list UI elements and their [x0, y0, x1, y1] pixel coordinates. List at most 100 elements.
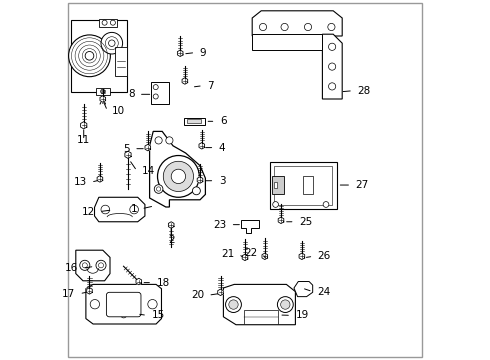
Polygon shape	[87, 288, 92, 294]
Circle shape	[153, 85, 158, 90]
Polygon shape	[125, 151, 131, 158]
Circle shape	[281, 23, 288, 31]
Text: 5: 5	[123, 144, 130, 154]
Circle shape	[193, 187, 200, 195]
Circle shape	[304, 23, 312, 31]
Circle shape	[96, 260, 106, 270]
Circle shape	[328, 83, 336, 90]
Polygon shape	[95, 197, 145, 222]
Polygon shape	[322, 34, 342, 99]
Circle shape	[85, 51, 94, 60]
Polygon shape	[182, 78, 188, 84]
FancyBboxPatch shape	[245, 310, 278, 324]
Circle shape	[130, 205, 139, 214]
Text: 3: 3	[219, 176, 225, 186]
Polygon shape	[97, 176, 103, 182]
Polygon shape	[278, 217, 284, 224]
Text: 12: 12	[82, 207, 95, 217]
FancyBboxPatch shape	[187, 119, 201, 123]
Circle shape	[157, 156, 199, 197]
Text: 13: 13	[74, 177, 87, 187]
Circle shape	[148, 300, 157, 309]
Circle shape	[225, 297, 242, 312]
Polygon shape	[169, 222, 174, 228]
Circle shape	[110, 20, 116, 25]
Text: 20: 20	[191, 290, 204, 300]
Circle shape	[154, 185, 163, 193]
Circle shape	[153, 94, 158, 99]
Circle shape	[281, 300, 290, 309]
FancyBboxPatch shape	[272, 176, 284, 194]
Text: 7: 7	[207, 81, 214, 91]
FancyBboxPatch shape	[184, 118, 205, 125]
Text: 10: 10	[112, 106, 125, 116]
Circle shape	[166, 137, 173, 144]
FancyBboxPatch shape	[96, 88, 110, 95]
FancyBboxPatch shape	[151, 82, 169, 104]
Polygon shape	[294, 282, 313, 297]
Text: 4: 4	[219, 143, 225, 153]
Text: 9: 9	[199, 48, 206, 58]
Text: 25: 25	[299, 217, 312, 227]
Text: 21: 21	[221, 249, 234, 259]
Text: 2: 2	[168, 235, 174, 246]
Text: 19: 19	[295, 310, 309, 320]
Circle shape	[163, 161, 194, 192]
Polygon shape	[242, 220, 259, 233]
FancyBboxPatch shape	[116, 47, 127, 76]
Polygon shape	[252, 11, 342, 36]
Text: 27: 27	[356, 180, 369, 190]
FancyBboxPatch shape	[274, 182, 277, 188]
Text: 15: 15	[151, 310, 165, 320]
Text: 8: 8	[128, 89, 134, 99]
Circle shape	[259, 23, 267, 31]
Text: 28: 28	[357, 86, 370, 96]
Circle shape	[229, 300, 238, 309]
Circle shape	[277, 297, 293, 312]
FancyBboxPatch shape	[99, 19, 117, 27]
Polygon shape	[100, 96, 106, 102]
Text: 23: 23	[213, 220, 226, 230]
Polygon shape	[136, 278, 142, 285]
Circle shape	[273, 202, 278, 207]
Polygon shape	[199, 143, 205, 149]
Text: 22: 22	[245, 248, 258, 258]
Circle shape	[69, 35, 110, 77]
Polygon shape	[76, 250, 110, 281]
Text: 14: 14	[141, 166, 154, 176]
Text: 24: 24	[317, 287, 330, 297]
Polygon shape	[299, 253, 305, 260]
Circle shape	[328, 63, 336, 70]
Circle shape	[101, 32, 122, 54]
Polygon shape	[197, 177, 203, 183]
Polygon shape	[80, 122, 87, 129]
Text: 1: 1	[130, 204, 137, 214]
Text: 18: 18	[156, 278, 170, 288]
Text: 17: 17	[62, 289, 75, 299]
Polygon shape	[223, 284, 295, 325]
Polygon shape	[86, 284, 162, 324]
Circle shape	[90, 300, 99, 309]
Circle shape	[121, 312, 126, 318]
Circle shape	[109, 40, 115, 46]
Circle shape	[328, 23, 335, 31]
Circle shape	[100, 89, 105, 94]
Polygon shape	[177, 50, 183, 57]
Text: 6: 6	[220, 116, 226, 126]
Circle shape	[171, 169, 186, 184]
Text: 16: 16	[65, 263, 78, 273]
Polygon shape	[218, 289, 223, 296]
Circle shape	[155, 137, 162, 144]
Circle shape	[80, 260, 90, 270]
Polygon shape	[252, 34, 322, 50]
Circle shape	[102, 20, 107, 25]
Text: 26: 26	[318, 251, 331, 261]
Text: 11: 11	[77, 135, 90, 145]
Polygon shape	[242, 254, 248, 261]
FancyBboxPatch shape	[72, 20, 127, 92]
Polygon shape	[145, 144, 150, 151]
FancyBboxPatch shape	[106, 292, 141, 317]
Circle shape	[328, 43, 336, 50]
FancyBboxPatch shape	[270, 162, 337, 209]
Circle shape	[101, 205, 110, 214]
